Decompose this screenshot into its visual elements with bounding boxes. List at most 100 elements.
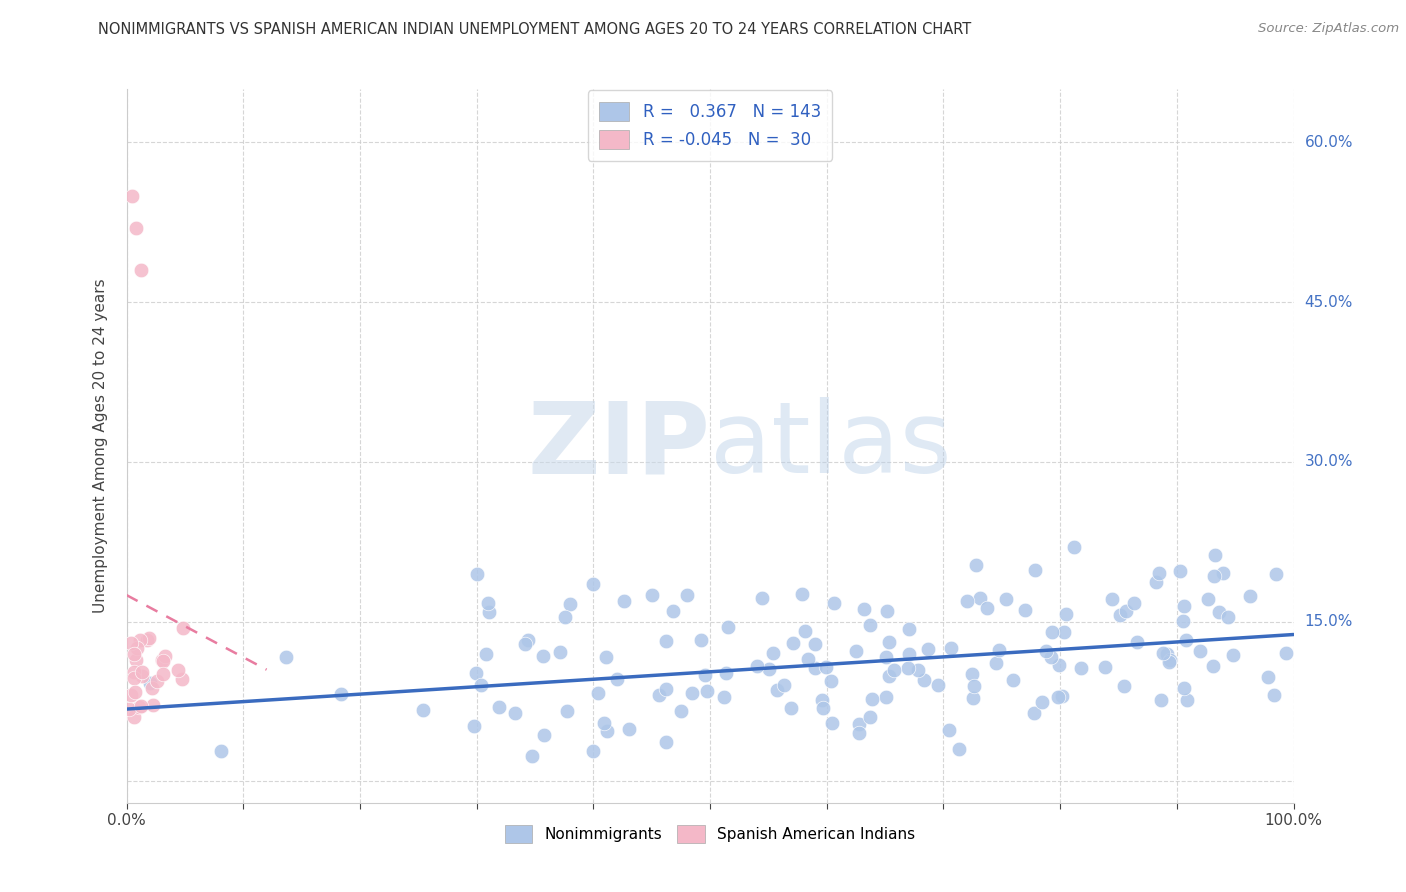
Point — [167, 663, 190, 677]
Point — [122, 671, 145, 685]
Point — [860, 692, 883, 706]
Point — [582, 744, 605, 758]
Point — [606, 672, 628, 686]
Point — [520, 748, 543, 763]
Point — [1115, 604, 1137, 618]
Point — [780, 701, 803, 715]
Point — [986, 657, 1008, 671]
Point — [1263, 688, 1285, 702]
Point — [1112, 679, 1135, 693]
Point — [613, 593, 636, 607]
Point — [790, 587, 813, 601]
Point — [172, 621, 194, 635]
Point — [938, 723, 960, 737]
Point — [1144, 575, 1167, 590]
Point — [1031, 695, 1053, 709]
Point — [478, 605, 501, 619]
Point — [655, 734, 678, 748]
Point — [751, 591, 773, 605]
Point — [555, 704, 578, 718]
Point — [782, 636, 804, 650]
Point — [125, 640, 148, 655]
Point — [120, 636, 142, 650]
Point — [1094, 660, 1116, 674]
Point — [1204, 548, 1226, 562]
Point — [152, 654, 174, 668]
Point — [1216, 609, 1239, 624]
Point — [586, 685, 609, 699]
Point — [1024, 563, 1046, 577]
Point — [796, 651, 818, 665]
Point — [859, 617, 882, 632]
Point — [617, 723, 640, 737]
Point — [477, 596, 499, 610]
Point — [681, 686, 703, 700]
Point — [146, 673, 169, 688]
Point — [647, 688, 669, 702]
Point — [766, 682, 789, 697]
Point — [917, 642, 939, 657]
Point — [595, 649, 617, 664]
Point — [804, 637, 827, 651]
Point — [969, 591, 991, 606]
Point — [516, 633, 538, 648]
Point — [848, 726, 870, 740]
Text: NONIMMIGRANTS VS SPANISH AMERICAN INDIAN UNEMPLOYMENT AMONG AGES 20 TO 24 YEARS : NONIMMIGRANTS VS SPANISH AMERICAN INDIAN… — [98, 22, 972, 37]
Point — [859, 710, 882, 724]
Point — [1001, 673, 1024, 687]
Point — [593, 715, 616, 730]
Point — [1022, 706, 1045, 720]
Point — [125, 653, 148, 667]
Point — [815, 659, 838, 673]
Point — [1070, 661, 1092, 675]
Point — [118, 702, 141, 716]
Point — [1149, 692, 1171, 706]
Point — [1101, 592, 1123, 607]
Point — [963, 680, 986, 694]
Point — [1265, 566, 1288, 581]
Point — [129, 633, 152, 648]
Point — [464, 666, 486, 681]
Point — [1052, 690, 1074, 704]
Point — [513, 637, 536, 651]
Point — [1212, 566, 1234, 580]
Point — [995, 592, 1018, 607]
Point — [138, 632, 160, 646]
Text: 15.0%: 15.0% — [1305, 615, 1353, 629]
Point — [128, 700, 150, 714]
Point — [152, 666, 174, 681]
Point — [1109, 607, 1132, 622]
Point — [927, 678, 949, 692]
Point — [1174, 633, 1197, 648]
Point — [172, 672, 194, 686]
Point — [762, 646, 785, 660]
Point — [1049, 658, 1071, 673]
Point — [1208, 605, 1230, 619]
Point — [661, 604, 683, 618]
Point — [121, 188, 143, 202]
Point — [876, 604, 898, 618]
Point — [655, 633, 678, 648]
Point — [693, 668, 716, 682]
Point — [1275, 646, 1298, 660]
Point — [1040, 625, 1063, 640]
Point — [274, 649, 297, 664]
Point — [560, 597, 582, 611]
Point — [821, 716, 844, 731]
Point — [1257, 669, 1279, 683]
Point — [1222, 648, 1244, 662]
Point — [810, 693, 832, 707]
Point — [1047, 690, 1070, 705]
Point — [907, 663, 929, 677]
Point — [1173, 614, 1195, 628]
Point — [1197, 591, 1219, 606]
Point — [1175, 693, 1198, 707]
Point — [1125, 634, 1147, 648]
Y-axis label: Unemployment Among Ages 20 to 24 years: Unemployment Among Ages 20 to 24 years — [93, 278, 108, 614]
Point — [124, 665, 146, 680]
Point — [125, 220, 148, 235]
Point — [1147, 566, 1170, 580]
Point — [675, 588, 697, 602]
Point — [1053, 625, 1076, 640]
Point — [412, 703, 434, 717]
